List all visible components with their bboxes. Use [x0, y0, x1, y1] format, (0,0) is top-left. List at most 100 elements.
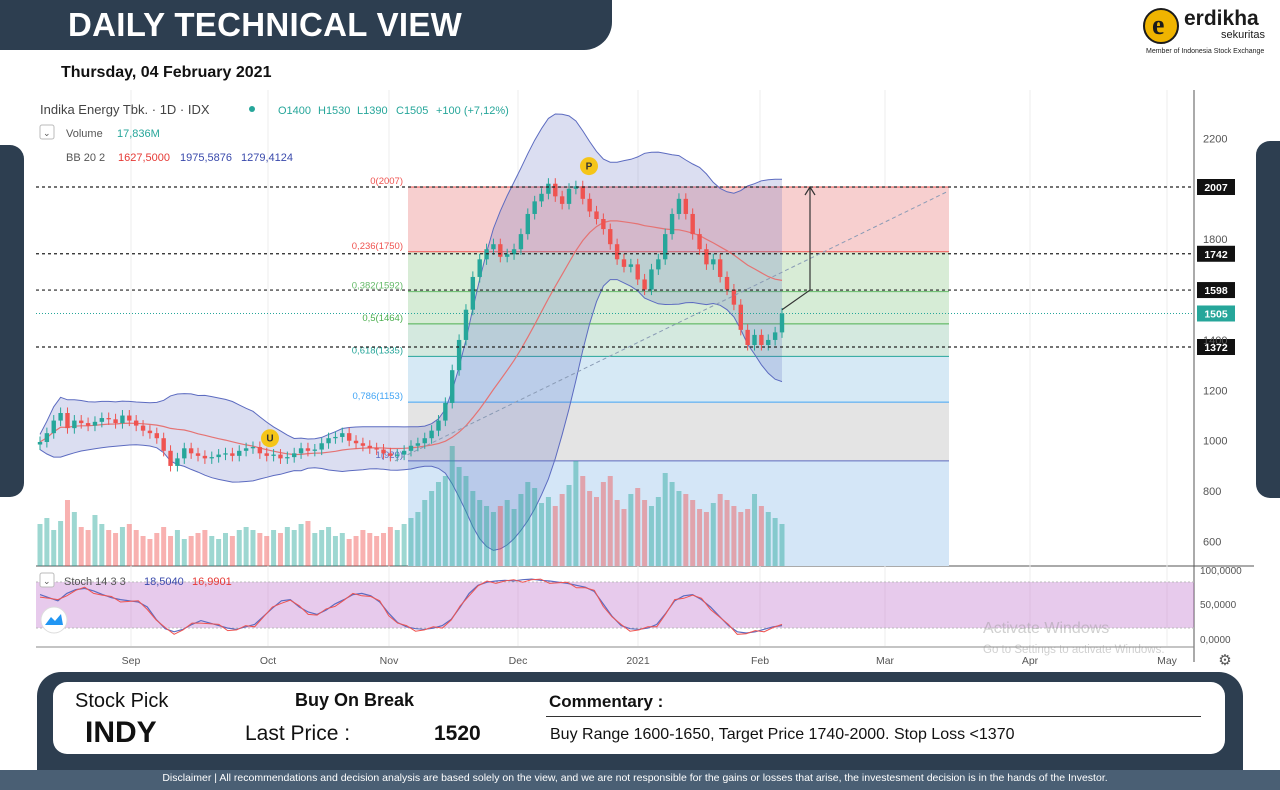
price-chart[interactable]: 0(2007) 0,236(1750) 0,382(1592) 0,5(1464) 0,… — [0, 90, 1256, 672]
volume-bar — [717, 494, 723, 566]
volume-bar — [154, 533, 160, 566]
volume-bar — [422, 500, 428, 566]
volume-bar — [635, 488, 641, 566]
candle-body — [113, 419, 118, 424]
volume-bar — [697, 509, 703, 566]
fib-zone — [408, 323, 949, 357]
candle-body — [264, 453, 269, 456]
time-axis-tick: Feb — [751, 655, 769, 667]
stoch-collapse-button — [39, 572, 55, 588]
candle-body — [772, 332, 778, 340]
candle-body — [580, 186, 585, 199]
bb-label: BB 20 2 — [66, 152, 105, 164]
stoch-band — [36, 582, 1194, 628]
candle-body — [628, 264, 634, 267]
time-axis-tick: Nov — [380, 655, 399, 667]
volume-bar — [655, 497, 661, 566]
candle-body — [553, 183, 558, 197]
volume-bar — [367, 533, 373, 566]
volume-bar — [738, 512, 744, 566]
volume-bar — [745, 509, 751, 566]
candle-body — [635, 264, 640, 280]
ohlc-close: C1505 — [396, 105, 428, 117]
candle-body — [731, 289, 737, 305]
volume-bar — [85, 530, 91, 566]
volume-bar — [326, 527, 332, 566]
candle-body — [422, 438, 427, 444]
volume-bar — [58, 521, 64, 566]
candle-body — [779, 313, 785, 333]
price-axis-tick: 1000 — [1203, 436, 1227, 448]
candle-body — [759, 334, 764, 345]
brand-sub: sekuritas — [1221, 29, 1266, 41]
last-price-label: Last Price : — [245, 722, 351, 745]
candle-body — [683, 198, 689, 214]
volume-bar — [257, 533, 263, 566]
volume-bar — [731, 506, 737, 566]
logo-emblem-icon: e — [1143, 8, 1179, 44]
disclaimer-text: Disclaimer | All recommendations and dec… — [162, 772, 1108, 784]
volume-bar — [174, 530, 180, 566]
volume-bar — [126, 524, 132, 566]
volume-bar — [621, 509, 627, 566]
candle-body — [704, 249, 709, 265]
volume-bar — [133, 530, 139, 566]
time-axis-tick: 2021 — [626, 655, 650, 667]
candle-body — [147, 430, 153, 434]
stoch-k-line — [39, 578, 783, 634]
volume-bar — [277, 533, 283, 566]
chevron-down-icon: ⌄ — [43, 576, 51, 586]
report-date: Thursday, 04 February 2021 — [61, 64, 272, 81]
volume-bar — [332, 536, 338, 566]
volume-bar — [614, 500, 620, 566]
volume-bar — [490, 512, 496, 566]
volume-bar — [181, 539, 187, 566]
candle-body — [566, 188, 572, 204]
candle-body — [504, 254, 510, 257]
candle-body — [443, 402, 448, 421]
volume-bar — [779, 524, 785, 566]
activation-watermark: Activate Windows — [983, 620, 1109, 637]
candle-body — [401, 450, 407, 455]
volume-bar — [470, 491, 476, 566]
candle-body — [408, 445, 414, 451]
last-price-value: 1520 — [434, 722, 481, 745]
candle-body — [525, 213, 530, 235]
candle-body — [292, 453, 297, 458]
candle-body — [477, 259, 482, 277]
candle-body — [65, 413, 70, 429]
candle-body — [498, 244, 503, 257]
candle-body — [724, 276, 730, 290]
fib-label: 0,618(1335) — [352, 345, 403, 356]
candle-body — [99, 418, 105, 422]
fib-label: 0,5(1464) — [362, 313, 403, 324]
settings-gear-icon: ⚙ — [1218, 651, 1231, 669]
candle-body — [326, 438, 331, 444]
volume-bar — [44, 518, 50, 566]
stoch-d-line — [39, 578, 783, 635]
volume-bar — [113, 533, 119, 566]
volume-bar — [298, 524, 304, 566]
volume-bar — [690, 500, 696, 566]
fib-zone — [408, 251, 949, 292]
volume-bar — [202, 530, 208, 566]
projection-arrow — [781, 289, 811, 311]
volume-bar — [78, 527, 84, 566]
disclaimer-bar — [0, 770, 1280, 790]
fib-label: 0,236(1750) — [352, 241, 403, 252]
volume-bar — [435, 482, 441, 566]
price-tag — [1197, 282, 1235, 299]
candle-body — [608, 229, 613, 245]
volume-bar — [305, 521, 311, 566]
volume-bar — [92, 515, 98, 566]
chevron-down-icon: ⌄ — [43, 128, 51, 138]
price-axis-tick: 600 — [1203, 537, 1221, 549]
commentary-title: Commentary : — [549, 692, 664, 711]
volume-bar — [99, 524, 105, 566]
volume-bar — [772, 518, 778, 566]
brand-logo: e erdikha sekuritas Member of Indonesia … — [1143, 6, 1268, 61]
brand-member: Member of Indonesia Stock Exchange — [1146, 48, 1265, 55]
candle-body — [175, 458, 180, 466]
volume-bar — [243, 527, 249, 566]
candle-body — [429, 430, 434, 439]
